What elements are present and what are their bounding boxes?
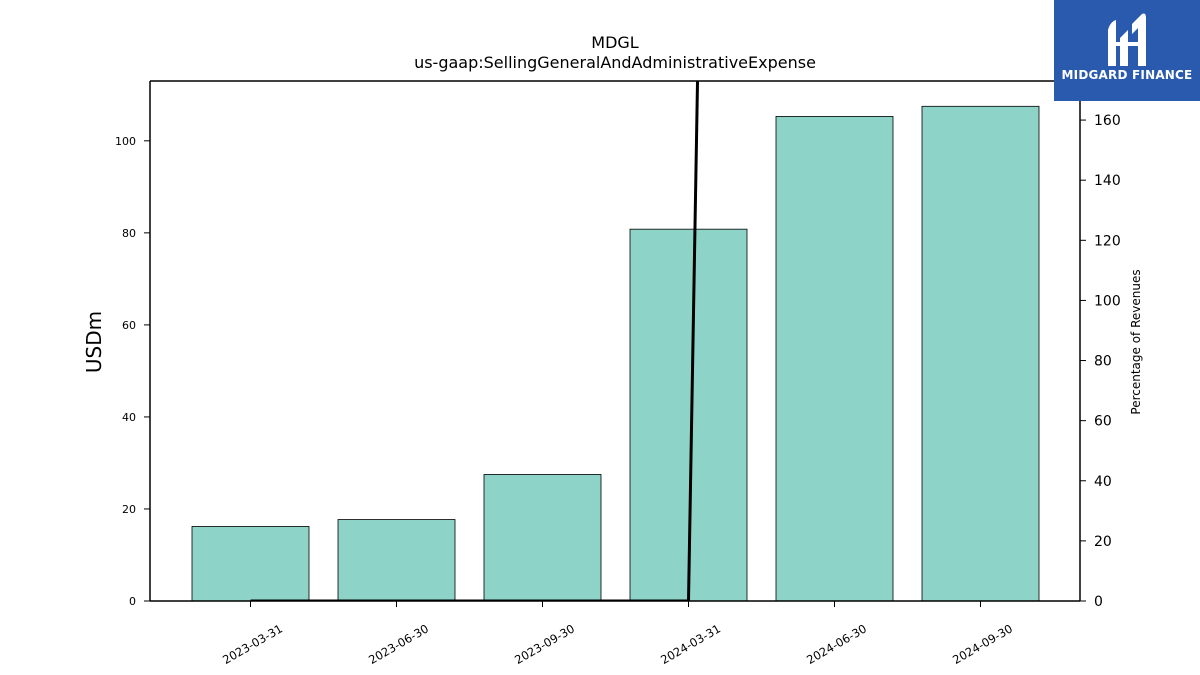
logo-text: MIDGARD FINANCE <box>1061 68 1193 82</box>
y2-tick-label-60: 60 <box>1094 414 1112 430</box>
y2-axis-label: Percentage of Revenues <box>1129 269 1143 414</box>
y-axis-label: USDm <box>82 311 106 373</box>
y2-tick-label-100: 100 <box>1094 293 1121 309</box>
x-tick-label-2024-06-30: 2024-06-30 <box>804 621 869 667</box>
y2-tick-label-40: 40 <box>1094 474 1112 490</box>
bar-2023-09-30 <box>483 474 602 602</box>
x-tick-label-2023-09-30: 2023-09-30 <box>512 621 577 667</box>
y2-tick-label-160: 160 <box>1094 113 1121 129</box>
y2-tick-label-80: 80 <box>1094 354 1112 370</box>
y-tick-label-60: 60 <box>122 319 136 332</box>
y-tick-label-80: 80 <box>122 227 136 240</box>
y2-tick-label-140: 140 <box>1094 173 1121 189</box>
bar-2023-03-31 <box>191 526 310 602</box>
chart-subtitle: us-gaap:SellingGeneralAndAdministrativeE… <box>414 53 816 72</box>
y2-tick-label-120: 120 <box>1094 233 1121 249</box>
chart-title: MDGL <box>591 33 639 52</box>
y-tick-label-40: 40 <box>122 411 136 424</box>
bar-2024-06-30 <box>775 116 894 602</box>
y2-tick-label-20: 20 <box>1094 534 1112 550</box>
midgard-finance-logo: MIDGARD FINANCE <box>1054 0 1200 101</box>
logo-mark-icon <box>1108 13 1146 66</box>
bar-2024-09-30 <box>921 105 1040 602</box>
y-tick-label-0: 0 <box>129 595 136 608</box>
x-tick-label-2024-03-31: 2024-03-31 <box>658 621 723 667</box>
y-tick-label-20: 20 <box>122 503 136 516</box>
x-tick-label-2024-09-30: 2024-09-30 <box>950 621 1015 667</box>
bar-2023-06-30 <box>337 519 456 602</box>
x-tick-label-2023-03-31: 2023-03-31 <box>220 621 285 667</box>
bars-group <box>191 105 1040 602</box>
y2-tick-label-0: 0 <box>1094 594 1103 610</box>
x-tick-label-2023-06-30: 2023-06-30 <box>366 621 431 667</box>
y-tick-label-100: 100 <box>115 135 136 148</box>
